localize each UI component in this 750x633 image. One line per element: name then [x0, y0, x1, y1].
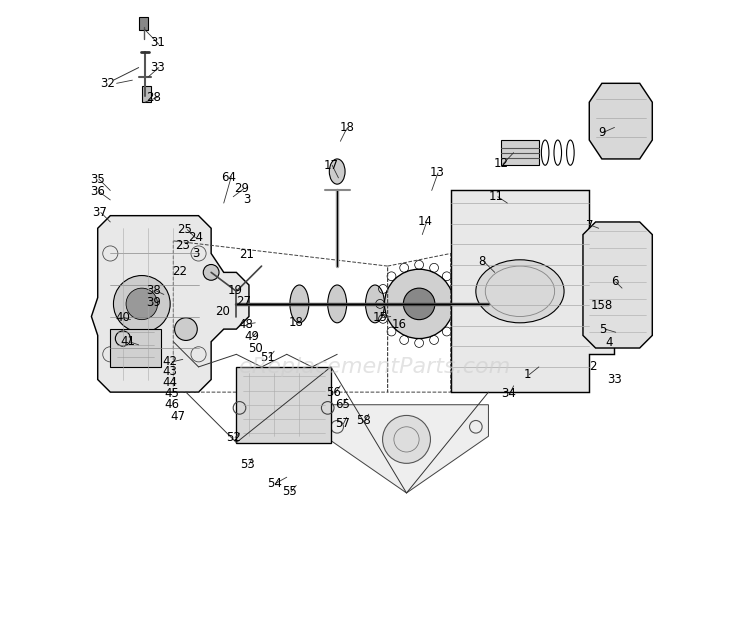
Polygon shape — [590, 84, 652, 159]
Polygon shape — [583, 222, 652, 348]
Text: 33: 33 — [150, 61, 165, 74]
Text: 16: 16 — [392, 318, 406, 330]
Circle shape — [175, 318, 197, 341]
Text: 5: 5 — [599, 323, 607, 335]
Text: 20: 20 — [215, 305, 230, 318]
Text: 158: 158 — [591, 299, 613, 311]
Text: 25: 25 — [177, 223, 192, 236]
Text: 33: 33 — [607, 373, 622, 386]
Polygon shape — [325, 404, 488, 493]
Circle shape — [382, 415, 430, 463]
Text: 27: 27 — [236, 295, 251, 308]
Text: 37: 37 — [92, 206, 107, 219]
Text: 31: 31 — [150, 36, 165, 49]
Text: 56: 56 — [326, 385, 341, 399]
Text: 34: 34 — [501, 387, 516, 400]
Text: 6: 6 — [610, 275, 618, 289]
Text: 4: 4 — [606, 337, 613, 349]
Circle shape — [385, 269, 454, 339]
Text: 29: 29 — [234, 182, 249, 195]
Bar — [142, 87, 152, 102]
Text: 13: 13 — [429, 166, 444, 179]
Ellipse shape — [329, 159, 345, 184]
Bar — [236, 367, 331, 442]
Text: 17: 17 — [323, 159, 338, 172]
Text: 49: 49 — [244, 330, 260, 343]
Text: 3: 3 — [192, 247, 199, 260]
Ellipse shape — [328, 285, 346, 323]
Text: 58: 58 — [356, 414, 371, 427]
Bar — [110, 329, 160, 367]
Ellipse shape — [203, 265, 219, 280]
Bar — [139, 17, 148, 30]
Text: 40: 40 — [116, 311, 130, 324]
Text: 28: 28 — [146, 91, 160, 104]
Text: 44: 44 — [163, 376, 178, 389]
Text: 39: 39 — [146, 296, 160, 309]
Text: 9: 9 — [598, 126, 606, 139]
Text: 32: 32 — [100, 77, 115, 90]
Text: 46: 46 — [164, 398, 179, 411]
Text: eReplacementParts.com: eReplacementParts.com — [238, 357, 512, 377]
Text: 57: 57 — [334, 417, 350, 430]
Text: 14: 14 — [418, 215, 433, 229]
Text: 53: 53 — [240, 458, 255, 471]
Text: 45: 45 — [165, 387, 179, 400]
Text: 47: 47 — [171, 410, 186, 423]
Text: 41: 41 — [121, 335, 136, 348]
Text: 18: 18 — [339, 121, 354, 134]
Text: 1: 1 — [524, 368, 531, 381]
Text: 52: 52 — [226, 431, 241, 444]
Text: 36: 36 — [90, 185, 105, 198]
Text: 2: 2 — [589, 360, 596, 373]
Text: 65: 65 — [334, 398, 350, 411]
Text: 35: 35 — [90, 173, 105, 185]
Polygon shape — [501, 140, 538, 165]
Text: 64: 64 — [221, 172, 236, 184]
Text: 18: 18 — [289, 316, 304, 329]
Ellipse shape — [476, 260, 564, 323]
Text: 42: 42 — [163, 355, 178, 368]
Text: 50: 50 — [248, 342, 262, 354]
Ellipse shape — [290, 285, 309, 323]
Text: 11: 11 — [488, 191, 503, 203]
Text: 19: 19 — [227, 284, 242, 296]
Text: 7: 7 — [586, 218, 593, 232]
Polygon shape — [92, 216, 249, 392]
Text: 51: 51 — [260, 351, 275, 364]
Circle shape — [126, 288, 158, 320]
Circle shape — [404, 288, 435, 320]
Text: 21: 21 — [239, 248, 254, 261]
Text: 43: 43 — [163, 365, 178, 379]
Text: 38: 38 — [146, 284, 160, 296]
Text: 54: 54 — [267, 477, 281, 490]
Text: 3: 3 — [243, 194, 250, 206]
Text: 22: 22 — [172, 265, 188, 278]
Circle shape — [113, 275, 170, 332]
Text: 23: 23 — [176, 239, 190, 253]
Ellipse shape — [365, 285, 385, 323]
Text: 48: 48 — [238, 318, 254, 330]
Text: 15: 15 — [373, 311, 388, 324]
Polygon shape — [451, 191, 614, 392]
Text: 55: 55 — [283, 486, 297, 498]
Text: 24: 24 — [188, 231, 203, 244]
Text: 8: 8 — [478, 254, 486, 268]
Text: 12: 12 — [494, 158, 508, 170]
